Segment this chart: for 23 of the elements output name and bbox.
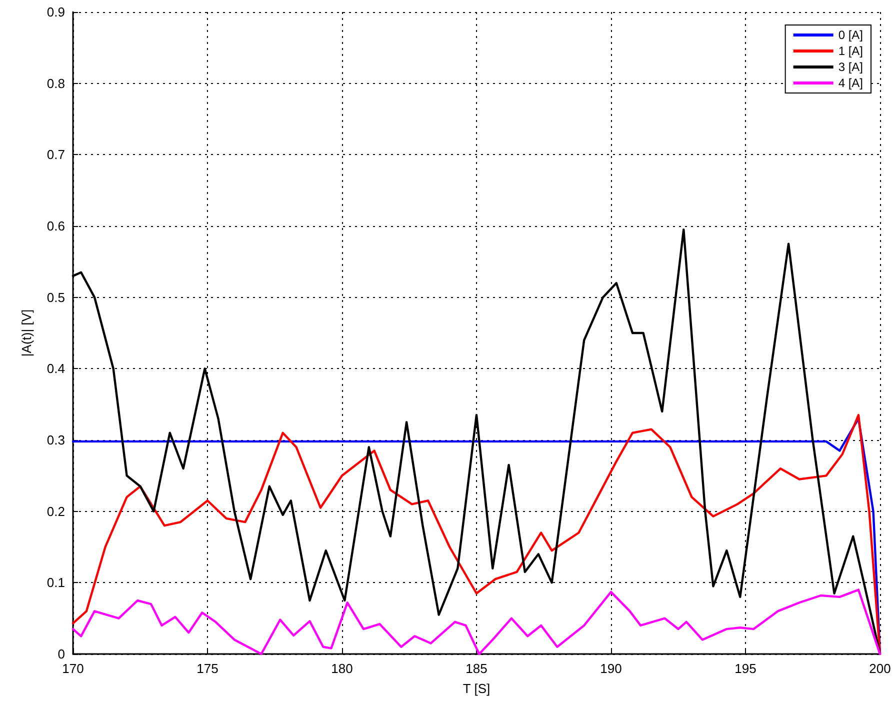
y-tick-label: 0.8 bbox=[46, 76, 65, 91]
legend-label: 4 [A] bbox=[838, 76, 864, 90]
x-tick-label: 200 bbox=[869, 661, 891, 676]
y-tick-label: 0.4 bbox=[46, 361, 65, 376]
x-tick-label: 185 bbox=[466, 661, 488, 676]
y-tick-label: 0.2 bbox=[46, 504, 65, 519]
y-tick-label: 0.9 bbox=[46, 4, 65, 20]
y-tick-label: 0.6 bbox=[46, 218, 65, 234]
x-tick-label: 170 bbox=[62, 661, 84, 676]
x-tick-label: 195 bbox=[734, 661, 756, 676]
legend-label: 3 [A] bbox=[838, 60, 864, 74]
x-tick-label: 190 bbox=[600, 661, 622, 676]
y-tick-label: 0 bbox=[58, 646, 65, 662]
y-axis-title: |A(t)| [V] bbox=[19, 309, 34, 357]
y-tick-label: 0.3 bbox=[46, 432, 65, 448]
y-tick-label: 0.1 bbox=[46, 575, 65, 590]
x-tick-label: 180 bbox=[331, 661, 353, 676]
y-tick-label: 0.5 bbox=[46, 290, 65, 305]
legend-label: 1 [A] bbox=[838, 44, 864, 58]
legend-label: 0 [A] bbox=[838, 28, 864, 42]
x-tick-label: 175 bbox=[196, 661, 218, 676]
y-tick-label: 0.7 bbox=[46, 147, 65, 162]
x-axis-title: T [S] bbox=[462, 681, 490, 696]
